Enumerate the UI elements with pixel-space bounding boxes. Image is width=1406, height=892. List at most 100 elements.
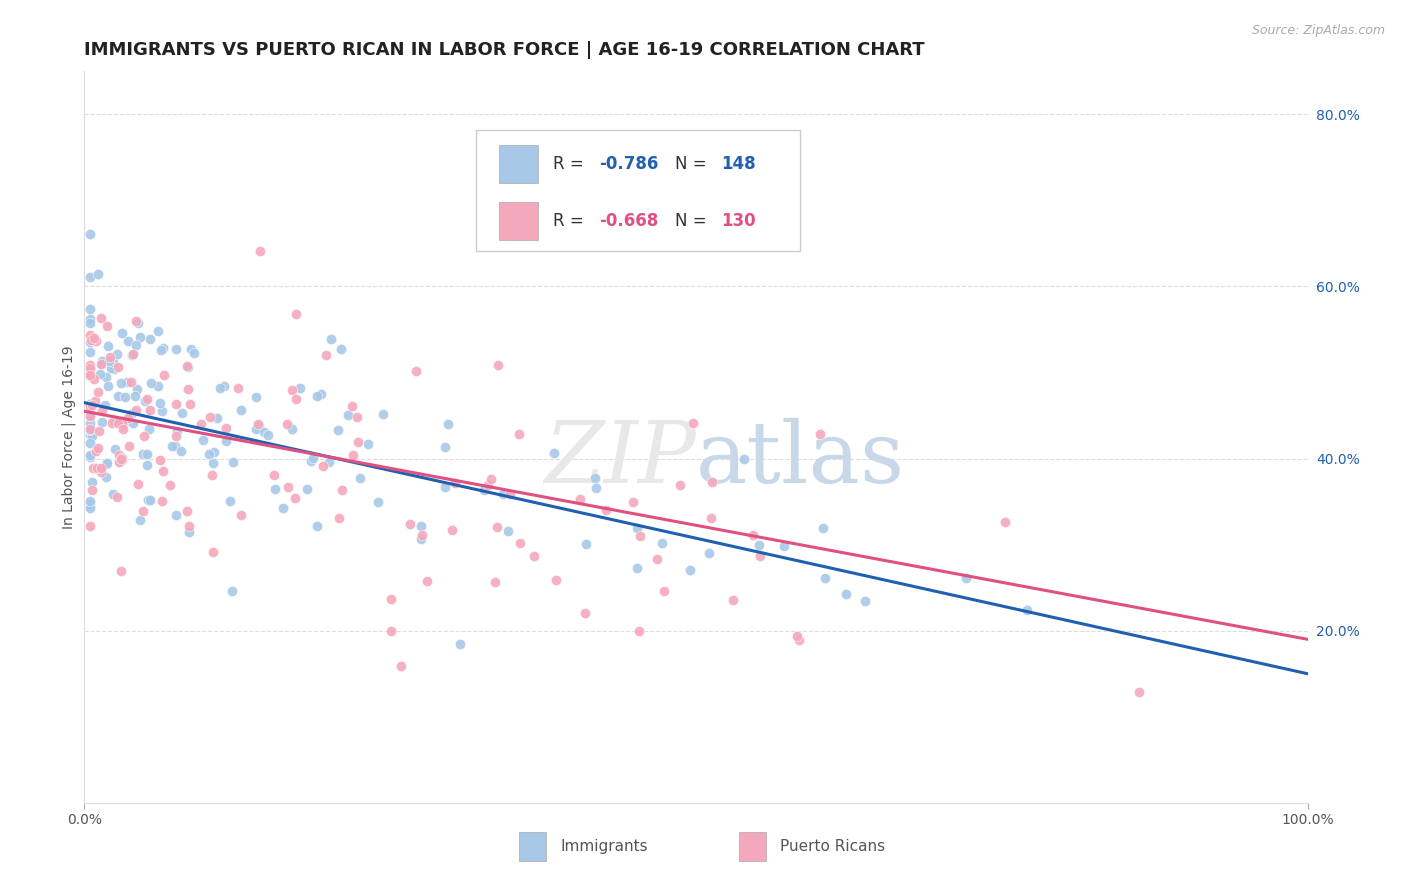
Point [79, 416, 101, 430]
Point [105, 347, 128, 361]
Point [808, 426, 831, 441]
Point [484, 575, 506, 590]
Point [733, 451, 755, 466]
Point [79, 494, 101, 508]
Point [127, 316, 149, 330]
Point [444, 475, 467, 490]
Point [121, 348, 143, 362]
Point [277, 480, 299, 494]
Point [79, 422, 101, 436]
Point [170, 406, 193, 420]
Point [433, 441, 456, 455]
Point [89, 367, 111, 381]
Point [79, 519, 101, 533]
Point [247, 419, 270, 434]
Point [433, 480, 456, 494]
Point [257, 428, 280, 442]
Point [357, 436, 380, 450]
Point [569, 491, 592, 506]
Point [90, 416, 112, 430]
Point [149, 396, 172, 410]
Point [136, 458, 159, 472]
Point [202, 545, 225, 559]
Point [162, 439, 184, 453]
Point [349, 471, 371, 485]
Point [177, 382, 200, 396]
Point [152, 341, 174, 355]
Point [176, 359, 198, 374]
Point [82, 460, 104, 475]
Point [284, 491, 307, 505]
Point [371, 407, 394, 421]
Point [111, 417, 134, 432]
Point [96, 318, 118, 333]
Point [153, 368, 176, 383]
FancyBboxPatch shape [475, 130, 800, 251]
Point [405, 364, 427, 378]
Point [166, 342, 188, 356]
Bar [738, 832, 766, 862]
Point [215, 434, 238, 448]
Point [399, 517, 422, 532]
Point [79, 227, 101, 242]
Point [546, 574, 568, 588]
Text: atlas: atlas [696, 417, 905, 500]
Point [135, 392, 157, 407]
Point [90, 404, 112, 418]
Text: -0.786: -0.786 [599, 155, 658, 173]
Point [485, 520, 508, 534]
Point [97, 379, 120, 393]
Point [84, 443, 107, 458]
Point [79, 344, 101, 359]
Point [165, 397, 187, 411]
Point [678, 563, 700, 577]
Text: N =: N = [675, 155, 711, 173]
Point [285, 392, 308, 406]
Point [118, 438, 141, 452]
Point [125, 402, 148, 417]
Point [79, 500, 101, 515]
Point [180, 343, 202, 357]
Point [165, 508, 187, 522]
Point [166, 425, 188, 439]
Point [79, 368, 101, 383]
Point [82, 483, 104, 497]
Point [165, 428, 187, 442]
Point [79, 423, 101, 437]
Point [98, 350, 121, 364]
Point [98, 354, 121, 368]
Point [309, 386, 332, 401]
Point [80, 475, 103, 489]
Point [626, 561, 648, 575]
Point [651, 536, 673, 550]
Point [449, 637, 471, 651]
Point [79, 409, 101, 424]
Point [111, 416, 134, 430]
Point [132, 447, 155, 461]
Point [82, 398, 104, 412]
Point [110, 565, 132, 579]
Point [83, 372, 105, 386]
Point [129, 329, 152, 343]
Point [94, 470, 117, 484]
Point [163, 439, 186, 453]
Point [135, 447, 157, 461]
Point [271, 501, 294, 516]
Point [330, 342, 353, 356]
Point [79, 316, 101, 330]
Point [134, 394, 156, 409]
Point [125, 382, 148, 396]
Point [104, 442, 127, 456]
Point [149, 453, 172, 467]
Point [198, 447, 221, 461]
Point [103, 413, 125, 427]
Point [748, 538, 770, 552]
Point [498, 524, 520, 539]
Point [146, 324, 169, 338]
Point [491, 487, 513, 501]
Point [955, 571, 977, 585]
Point [79, 399, 101, 413]
Point [79, 335, 101, 350]
Point [179, 525, 201, 540]
Point [212, 379, 235, 393]
